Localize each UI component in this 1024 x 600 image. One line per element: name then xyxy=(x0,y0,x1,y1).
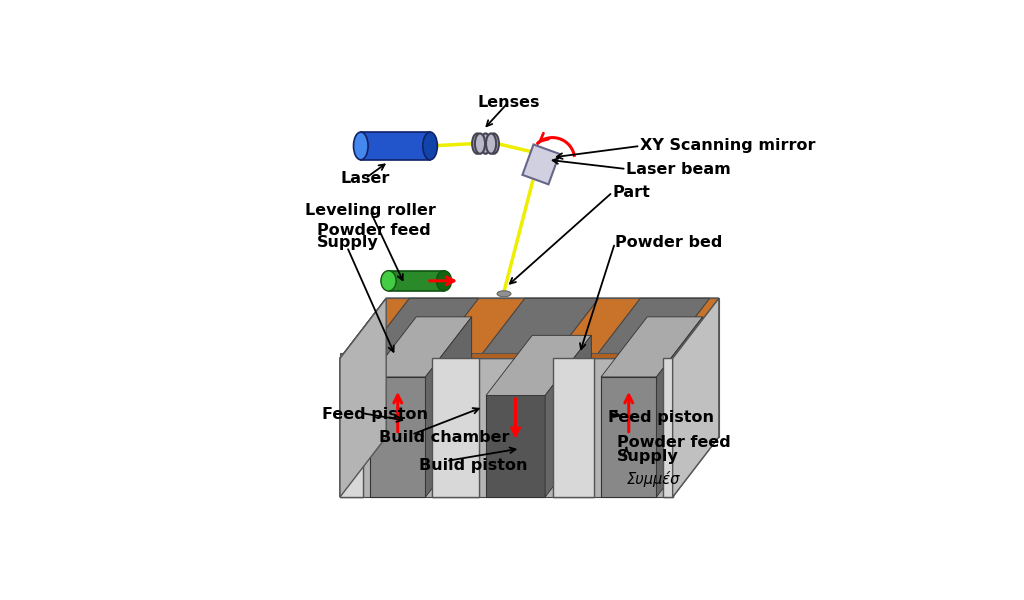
Polygon shape xyxy=(340,298,719,358)
Polygon shape xyxy=(664,358,673,497)
Text: Συμμέσ: Συμμέσ xyxy=(627,472,680,487)
Polygon shape xyxy=(360,132,430,160)
Polygon shape xyxy=(432,298,478,497)
Polygon shape xyxy=(340,353,673,358)
Polygon shape xyxy=(524,298,599,437)
Text: Powder feed: Powder feed xyxy=(316,223,431,238)
Polygon shape xyxy=(340,298,719,358)
Text: Laser beam: Laser beam xyxy=(627,161,731,176)
Text: Lenses: Lenses xyxy=(477,95,540,110)
Ellipse shape xyxy=(486,133,497,154)
Ellipse shape xyxy=(497,291,511,297)
Ellipse shape xyxy=(475,133,485,154)
Polygon shape xyxy=(601,317,702,377)
Ellipse shape xyxy=(436,271,452,291)
Text: Supply: Supply xyxy=(316,235,379,250)
Polygon shape xyxy=(478,358,553,497)
Ellipse shape xyxy=(488,133,499,154)
Text: Build chamber: Build chamber xyxy=(379,430,510,445)
Polygon shape xyxy=(340,358,364,497)
Polygon shape xyxy=(432,358,478,497)
Polygon shape xyxy=(340,298,386,497)
Polygon shape xyxy=(594,298,710,358)
Ellipse shape xyxy=(381,271,396,291)
Polygon shape xyxy=(656,317,702,497)
Polygon shape xyxy=(553,358,594,497)
Polygon shape xyxy=(340,298,386,497)
Polygon shape xyxy=(664,298,710,497)
Text: Feed piston: Feed piston xyxy=(322,407,428,422)
Polygon shape xyxy=(664,358,673,497)
Polygon shape xyxy=(486,335,591,395)
Text: Build piston: Build piston xyxy=(419,458,527,473)
Text: Feed piston: Feed piston xyxy=(608,410,714,425)
Polygon shape xyxy=(553,358,594,497)
Polygon shape xyxy=(640,298,710,437)
Polygon shape xyxy=(425,317,472,497)
Text: Leveling roller: Leveling roller xyxy=(304,203,435,218)
Text: Powder bed: Powder bed xyxy=(614,235,722,250)
Polygon shape xyxy=(340,358,364,497)
Polygon shape xyxy=(486,395,545,497)
Text: Part: Part xyxy=(612,185,650,200)
Polygon shape xyxy=(388,271,444,291)
Polygon shape xyxy=(522,145,559,184)
Polygon shape xyxy=(364,298,410,497)
Text: Laser: Laser xyxy=(341,171,390,186)
Polygon shape xyxy=(545,335,591,497)
Polygon shape xyxy=(386,298,719,437)
Text: Powder feed: Powder feed xyxy=(617,435,731,450)
Polygon shape xyxy=(553,298,599,497)
Polygon shape xyxy=(594,298,640,497)
Polygon shape xyxy=(601,377,656,497)
Polygon shape xyxy=(370,317,472,377)
Polygon shape xyxy=(364,358,432,497)
Polygon shape xyxy=(340,298,719,358)
Polygon shape xyxy=(478,298,599,358)
Polygon shape xyxy=(432,358,478,497)
Ellipse shape xyxy=(472,133,482,154)
Polygon shape xyxy=(673,298,719,497)
Polygon shape xyxy=(364,298,478,358)
Polygon shape xyxy=(478,298,524,497)
Ellipse shape xyxy=(423,132,437,160)
Polygon shape xyxy=(673,298,719,497)
Text: Supply: Supply xyxy=(617,449,679,464)
Polygon shape xyxy=(410,298,478,437)
Ellipse shape xyxy=(353,132,368,160)
Ellipse shape xyxy=(480,133,490,154)
Polygon shape xyxy=(594,358,664,497)
Text: XY Scanning mirror: XY Scanning mirror xyxy=(640,139,816,154)
Polygon shape xyxy=(370,377,425,497)
